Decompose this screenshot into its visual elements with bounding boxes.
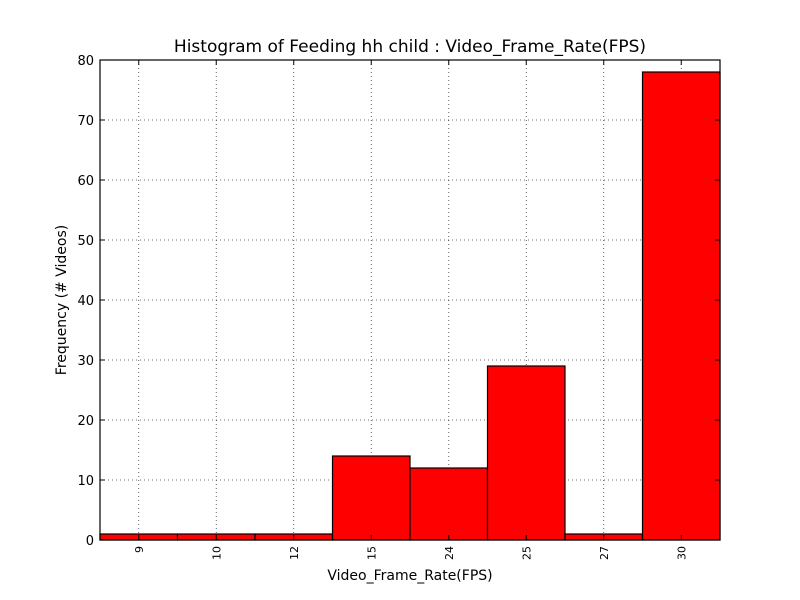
bar-15 (331, 455, 411, 541)
x-tick-label: 15 (365, 546, 378, 560)
y-tick-label: 50 (77, 234, 94, 249)
y-axis: 0 10 20 30 40 50 60 70 80 (77, 54, 720, 549)
x-tick-label: 24 (443, 546, 456, 560)
y-tick-label: 70 (77, 114, 94, 129)
x-tick-label: 12 (288, 546, 301, 560)
y-tick-label: 20 (77, 414, 94, 429)
x-axis-label: Video_Frame_Rate(FPS) (327, 568, 492, 584)
y-tick-label: 30 (77, 354, 94, 369)
y-tick-label: 10 (77, 474, 94, 489)
x-tick-label: 30 (675, 546, 688, 560)
y-tick-label: 0 (86, 534, 94, 549)
y-axis-label: Frequency (# Videos) (54, 225, 70, 375)
x-tick-label: 10 (210, 546, 223, 560)
y-tick-label: 80 (77, 54, 94, 69)
bar-30 (641, 71, 721, 541)
x-tick-label: 9 (133, 546, 146, 553)
chart-title: Histogram of Feeding hh child : Video_Fr… (174, 37, 646, 57)
y-tick-label: 40 (77, 294, 94, 309)
bar-24 (409, 467, 489, 541)
bars (99, 71, 721, 541)
x-tick-label: 25 (520, 546, 533, 560)
x-axis: 9 10 12 15 24 25 27 30 (133, 60, 688, 560)
y-tick-label: 60 (77, 174, 94, 189)
x-tick-label: 27 (598, 546, 611, 560)
bar-25 (486, 365, 566, 541)
